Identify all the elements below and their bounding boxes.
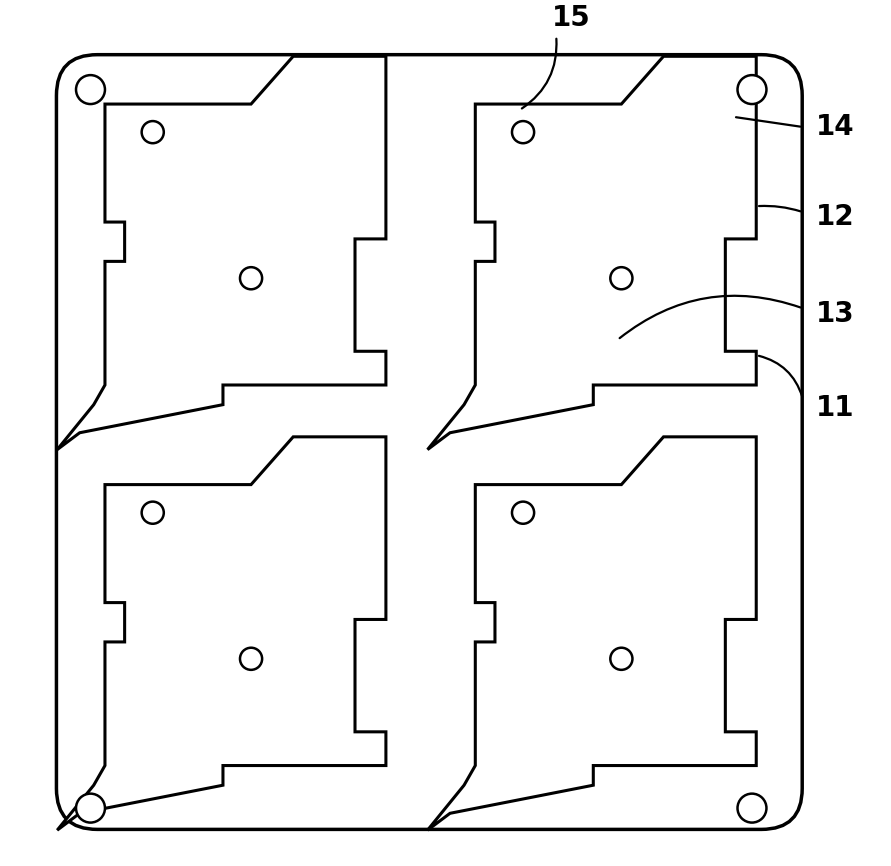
- Text: 11: 11: [816, 394, 854, 422]
- Circle shape: [610, 648, 633, 670]
- FancyBboxPatch shape: [56, 55, 802, 830]
- Text: 12: 12: [816, 204, 854, 231]
- Polygon shape: [57, 436, 386, 830]
- Circle shape: [738, 793, 766, 823]
- Circle shape: [738, 75, 766, 104]
- Circle shape: [610, 268, 633, 289]
- Circle shape: [142, 121, 164, 143]
- Circle shape: [512, 501, 534, 524]
- Polygon shape: [428, 436, 756, 830]
- Circle shape: [76, 75, 105, 104]
- Circle shape: [512, 121, 534, 143]
- Circle shape: [240, 648, 262, 670]
- Circle shape: [142, 501, 164, 524]
- Circle shape: [240, 268, 262, 289]
- Polygon shape: [57, 56, 386, 449]
- Circle shape: [76, 793, 105, 823]
- Polygon shape: [428, 56, 756, 449]
- Text: 15: 15: [552, 3, 591, 32]
- Text: 14: 14: [816, 113, 854, 141]
- Text: 13: 13: [816, 301, 854, 328]
